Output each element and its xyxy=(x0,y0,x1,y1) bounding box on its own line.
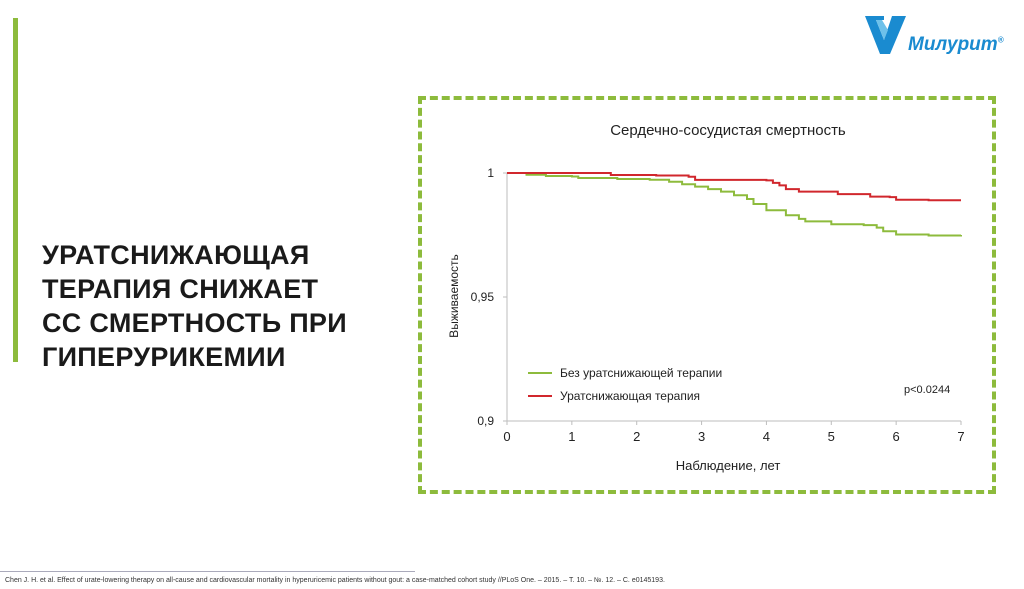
x-tick-label: 3 xyxy=(698,429,705,444)
chart-axes: 0 1 2 3 4 5 6 7 0,9 0,95 1 xyxy=(471,166,965,444)
legend-label: Уратснижающая терапия xyxy=(560,389,700,403)
x-axis-label: Наблюдение, лет xyxy=(676,458,781,473)
headline: УРАТСНИЖАЮЩАЯ ТЕРАПИЯ СНИЖАЕТ СС СМЕРТНО… xyxy=(42,240,347,372)
legend-label: Без уратснижающей терапии xyxy=(560,366,722,380)
footer-divider xyxy=(0,571,415,572)
y-axis-label: Выживаемость xyxy=(447,254,461,338)
x-tick-label: 7 xyxy=(957,429,964,444)
chart-plot-area xyxy=(507,172,962,237)
logo-text: Милурит xyxy=(908,34,998,55)
y-tick-label: 1 xyxy=(487,166,494,180)
x-tick-label: 5 xyxy=(828,429,835,444)
citation: Chen J. H. et al. Effect of urate-loweri… xyxy=(5,577,665,584)
checkmark-shield-icon xyxy=(865,16,906,54)
accent-bar xyxy=(13,18,18,362)
x-tick-label: 0 xyxy=(503,429,510,444)
x-tick-label: 6 xyxy=(893,429,900,444)
chart-frame xyxy=(418,96,996,494)
x-tick-label: 4 xyxy=(763,429,770,444)
y-tick-label: 0,9 xyxy=(477,414,494,428)
x-tick-label: 1 xyxy=(568,429,575,444)
chart-title: Сердечно-сосудистая смертность xyxy=(610,122,846,139)
x-tick-label: 2 xyxy=(633,429,640,444)
series-line-therapy xyxy=(507,172,961,202)
y-tick-label: 0,95 xyxy=(471,290,495,304)
logo-registered-mark: ® xyxy=(997,35,1004,45)
series-line-no-therapy xyxy=(507,172,962,237)
survival-chart: Сердечно-сосудистая смертность 0 1 2 3 4 5 6 70… xyxy=(447,122,965,473)
p-value-annotation: p<0.0244 xyxy=(904,384,950,396)
chart-legend: Без уратснижающей терапии Уратснижающая т… xyxy=(528,366,722,403)
